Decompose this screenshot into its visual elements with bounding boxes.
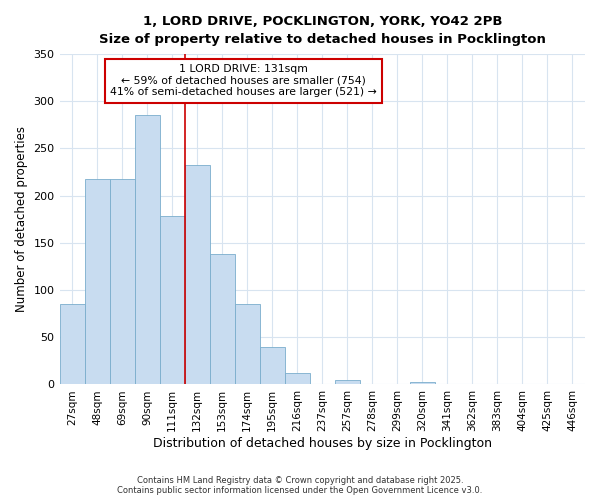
Bar [209,254,235,384]
Y-axis label: Number of detached properties: Number of detached properties [15,126,28,312]
Text: 1 LORD DRIVE: 131sqm
← 59% of detached houses are smaller (754)
41% of semi-deta: 1 LORD DRIVE: 131sqm ← 59% of detached h… [110,64,377,97]
Bar [285,373,310,384]
Bar [59,304,85,384]
Bar [185,166,209,384]
Bar [260,346,285,385]
Bar [335,380,360,384]
Bar [110,178,134,384]
Bar [160,216,185,384]
Title: 1, LORD DRIVE, POCKLINGTON, YORK, YO42 2PB
Size of property relative to detached: 1, LORD DRIVE, POCKLINGTON, YORK, YO42 2… [99,15,546,46]
X-axis label: Distribution of detached houses by size in Pocklington: Distribution of detached houses by size … [153,437,492,450]
Text: Contains HM Land Registry data © Crown copyright and database right 2025.
Contai: Contains HM Land Registry data © Crown c… [118,476,482,495]
Bar [235,304,260,384]
Bar [85,178,110,384]
Bar [410,382,435,384]
Bar [134,116,160,384]
